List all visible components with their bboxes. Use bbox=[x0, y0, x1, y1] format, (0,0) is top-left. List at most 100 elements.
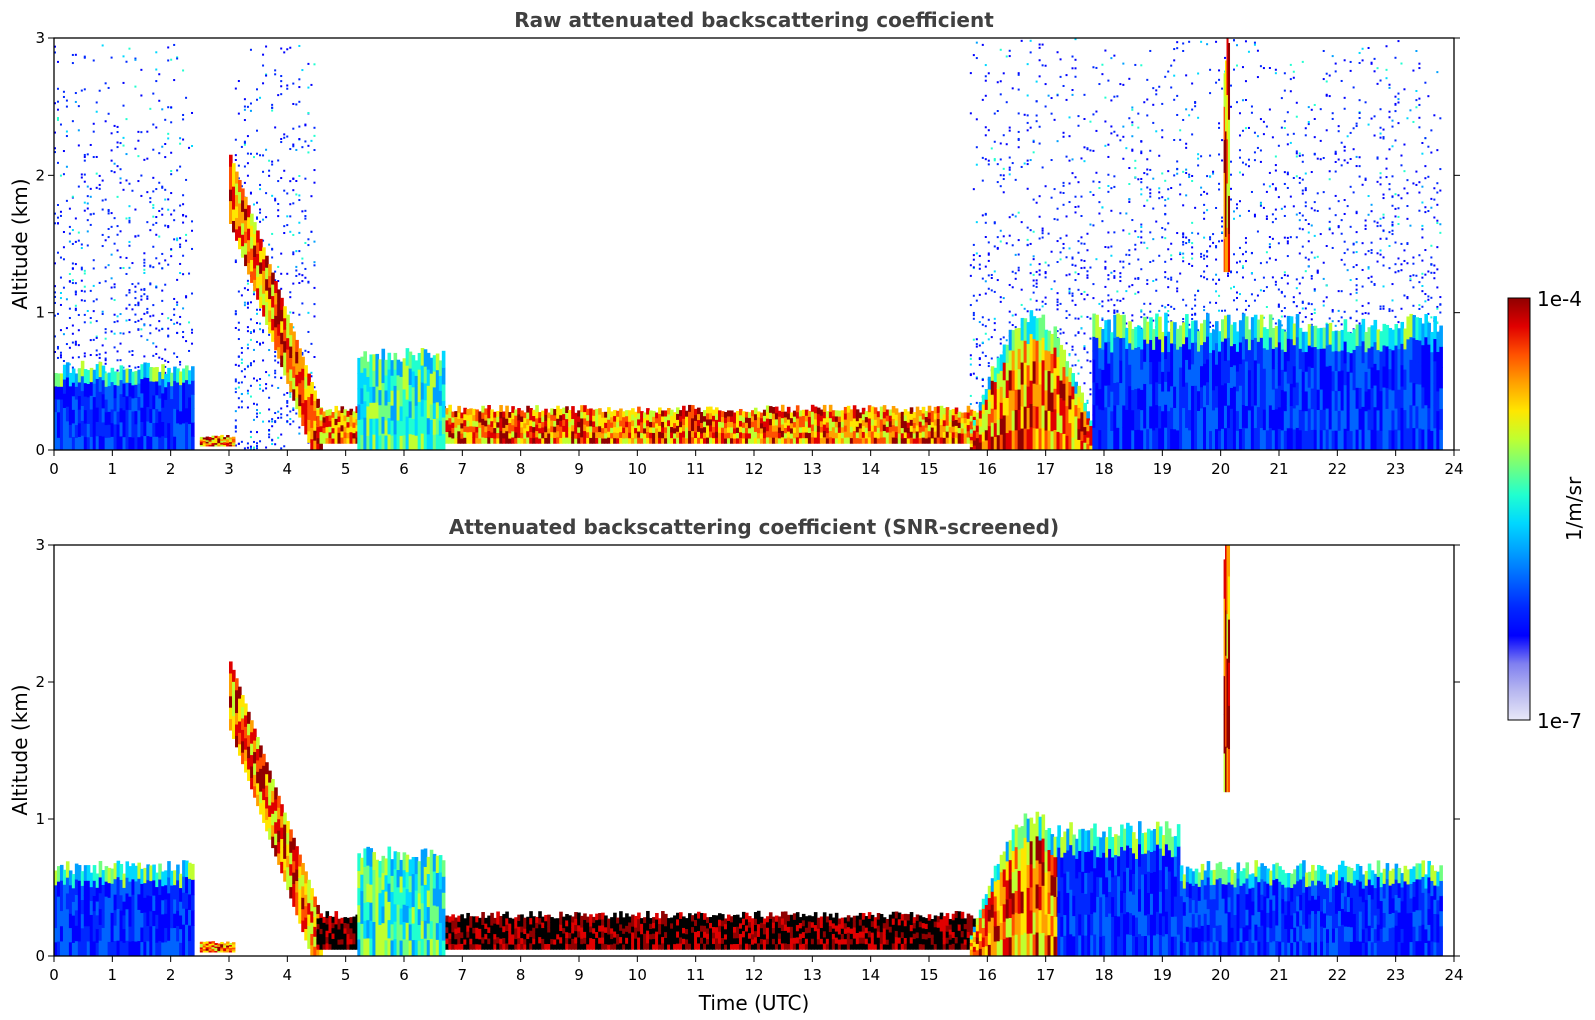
noise-cell bbox=[140, 68, 143, 71]
noise-cell bbox=[256, 312, 259, 315]
heat-cell bbox=[316, 420, 321, 428]
noise-cell bbox=[1376, 260, 1379, 263]
noise-cell bbox=[1215, 40, 1218, 43]
noise-cell bbox=[259, 412, 262, 415]
noise-cell bbox=[1421, 141, 1424, 144]
noise-cell bbox=[1038, 263, 1041, 266]
heat-cell bbox=[244, 231, 248, 244]
noise-cell bbox=[1053, 118, 1056, 121]
noise-cell bbox=[1089, 360, 1092, 363]
noise-cell bbox=[1394, 110, 1397, 113]
noise-cell bbox=[155, 51, 158, 54]
heat-cell bbox=[211, 437, 216, 440]
noise-cell bbox=[1116, 134, 1119, 137]
noise-cell bbox=[56, 87, 59, 90]
noise-cell bbox=[1122, 260, 1125, 263]
heat-cell bbox=[274, 280, 278, 294]
noise-cell bbox=[1376, 225, 1379, 228]
heat-cell bbox=[334, 418, 339, 426]
heat-cell bbox=[104, 398, 109, 413]
heat-cell bbox=[283, 329, 287, 342]
noise-cell bbox=[271, 425, 274, 428]
noise-cell bbox=[1035, 120, 1038, 123]
heat-cell bbox=[526, 405, 530, 413]
noise-cell bbox=[1274, 155, 1277, 158]
heat-cell bbox=[286, 314, 290, 327]
noise-cell bbox=[149, 201, 152, 204]
noise-cell bbox=[1134, 159, 1137, 162]
heat-cell bbox=[128, 395, 133, 411]
noise-cell bbox=[1050, 97, 1053, 100]
noise-cell bbox=[179, 246, 182, 249]
noise-cell bbox=[1400, 242, 1403, 245]
noise-cell bbox=[1244, 241, 1247, 244]
noise-cell bbox=[990, 147, 993, 150]
heat-cell bbox=[454, 416, 458, 423]
heat-cell bbox=[241, 211, 245, 224]
noise-cell bbox=[1122, 266, 1125, 269]
noise-cell bbox=[1376, 221, 1379, 224]
noise-cell bbox=[1068, 135, 1071, 138]
noise-cell bbox=[92, 300, 95, 303]
noise-cell bbox=[301, 280, 304, 283]
heat-cell bbox=[238, 179, 242, 193]
noise-cell bbox=[1424, 249, 1427, 252]
heat-cell bbox=[217, 444, 221, 447]
heat-cell bbox=[469, 414, 473, 421]
noise-cell bbox=[1140, 193, 1143, 196]
noise-cell bbox=[289, 291, 292, 294]
heat-cell bbox=[475, 437, 479, 444]
noise-cell bbox=[1080, 236, 1083, 239]
noise-cell bbox=[1262, 276, 1265, 279]
noise-cell bbox=[83, 313, 86, 316]
noise-cell bbox=[155, 352, 158, 355]
noise-cell bbox=[125, 153, 128, 156]
noise-cell bbox=[191, 247, 194, 250]
heat-cell bbox=[161, 407, 165, 423]
noise-cell bbox=[1059, 251, 1062, 254]
noise-cell bbox=[1325, 322, 1328, 325]
noise-cell bbox=[271, 163, 274, 166]
heat-cell bbox=[535, 436, 539, 444]
noise-cell bbox=[292, 177, 295, 180]
noise-cell bbox=[1286, 242, 1289, 245]
heat-cell bbox=[74, 437, 79, 450]
heat-cell bbox=[481, 424, 485, 432]
heat-cell bbox=[502, 427, 506, 434]
heat-cell bbox=[331, 412, 336, 418]
noise-cell bbox=[1035, 100, 1038, 103]
noise-cell bbox=[237, 177, 240, 180]
noise-cell bbox=[1134, 63, 1137, 66]
heat-cell bbox=[101, 379, 106, 395]
noise-cell bbox=[975, 345, 978, 348]
noise-cell bbox=[1167, 286, 1170, 289]
heat-cell bbox=[143, 420, 147, 437]
heat-cell bbox=[161, 378, 165, 394]
noise-cell bbox=[292, 326, 295, 329]
noise-cell bbox=[1191, 221, 1194, 224]
noise-cell bbox=[987, 259, 990, 262]
heat-cell bbox=[214, 437, 218, 440]
noise-cell bbox=[280, 75, 283, 78]
noise-cell bbox=[1274, 258, 1277, 261]
noise-cell bbox=[1382, 216, 1385, 219]
noise-cell bbox=[1149, 310, 1152, 313]
noise-cell bbox=[1146, 173, 1149, 176]
noise-cell bbox=[1238, 149, 1241, 152]
noise-cell bbox=[243, 447, 246, 450]
noise-cell bbox=[1337, 320, 1340, 323]
noise-cell bbox=[1295, 101, 1298, 104]
noise-cell bbox=[1325, 93, 1328, 96]
noise-cell bbox=[298, 221, 301, 224]
heat-cell bbox=[223, 440, 227, 443]
heat-cell bbox=[244, 208, 248, 221]
noise-cell bbox=[274, 421, 277, 424]
noise-cell bbox=[1056, 94, 1059, 97]
noise-cell bbox=[310, 375, 313, 378]
noise-cell bbox=[1017, 211, 1020, 214]
noise-cell bbox=[1173, 138, 1176, 141]
noise-cell bbox=[984, 158, 987, 161]
heat-cell bbox=[149, 422, 153, 437]
noise-cell bbox=[1035, 299, 1038, 302]
heat-cell bbox=[283, 363, 287, 376]
